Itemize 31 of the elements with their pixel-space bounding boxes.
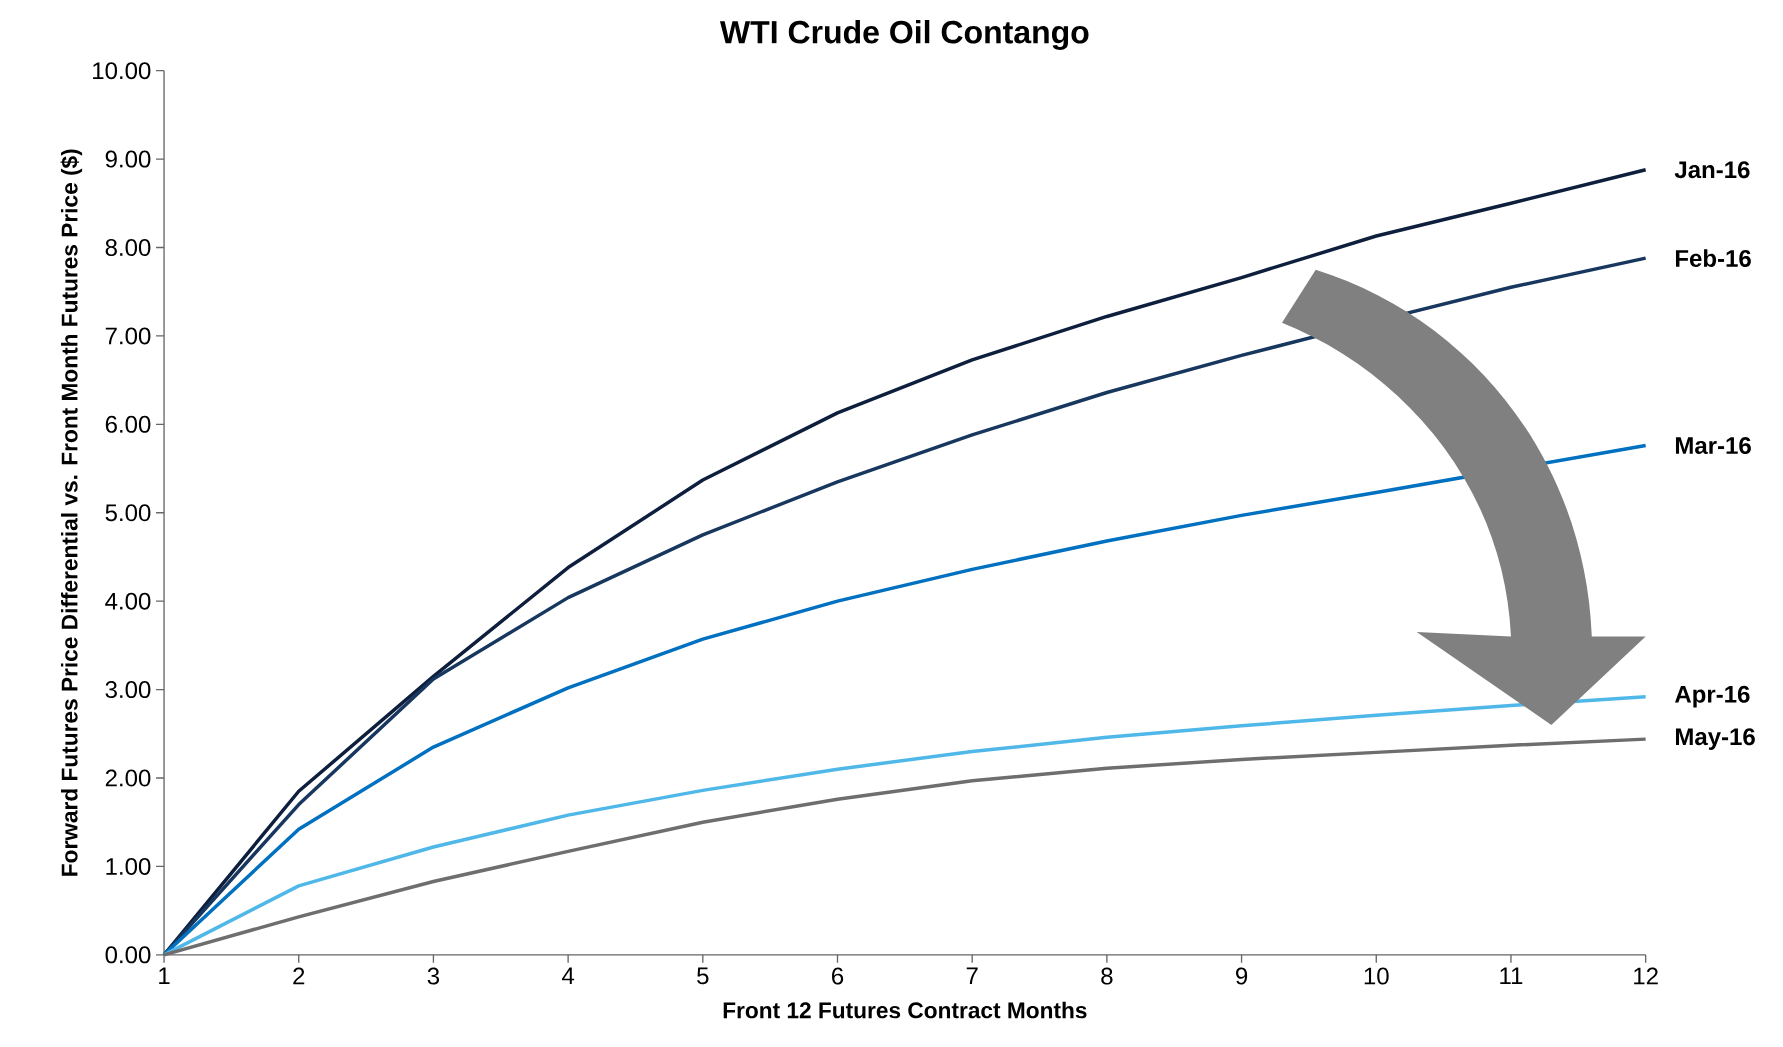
y-tick-label: 0.00 <box>105 946 151 964</box>
series-label: Mar-16 <box>1675 437 1751 455</box>
x-tick-label: 9 <box>1236 967 1248 985</box>
y-tick-label: 5.00 <box>105 504 151 522</box>
y-tick-label: 2.00 <box>105 769 151 787</box>
x-tick-label: 2 <box>293 967 305 985</box>
y-tick-label: 1.00 <box>106 857 151 875</box>
x-tick-label: 3 <box>427 967 440 985</box>
x-tick-label: 5 <box>697 967 709 985</box>
x-axis-title: Front 12 Futures Contract Months <box>723 1001 1087 1019</box>
series-label: Apr-16 <box>1674 685 1750 708</box>
series-label: Feb-16 <box>1675 249 1751 267</box>
x-tick-label: 4 <box>561 967 575 985</box>
x-tick-label: 7 <box>966 967 978 985</box>
y-tick-label: 10.00 <box>93 62 151 80</box>
x-tick-label: 12 <box>1634 967 1658 985</box>
y-tick-label: 3.00 <box>105 681 151 699</box>
series-label: Jan-16 <box>1674 161 1750 179</box>
series-label: May-16 <box>1675 728 1755 751</box>
y-tick-label: 6.00 <box>105 415 151 433</box>
x-tick-label: 11 <box>1500 967 1523 985</box>
x-tick-label: 10 <box>1364 967 1389 985</box>
y-tick-label: 4.00 <box>105 592 151 610</box>
x-tick-label: 1 <box>159 967 170 985</box>
y-axis-title: Forward Futures Price Differential vs. Front Month Futures Price ($) <box>60 149 83 876</box>
x-tick-label: 6 <box>832 967 844 985</box>
chart-title: WTI Crude Oil Contango <box>719 20 1089 51</box>
y-tick-label: 7.00 <box>105 327 151 345</box>
y-tick-label: 8.00 <box>105 239 151 257</box>
y-tick-label: 9.00 <box>105 150 151 168</box>
x-tick-label: 8 <box>1101 967 1113 985</box>
